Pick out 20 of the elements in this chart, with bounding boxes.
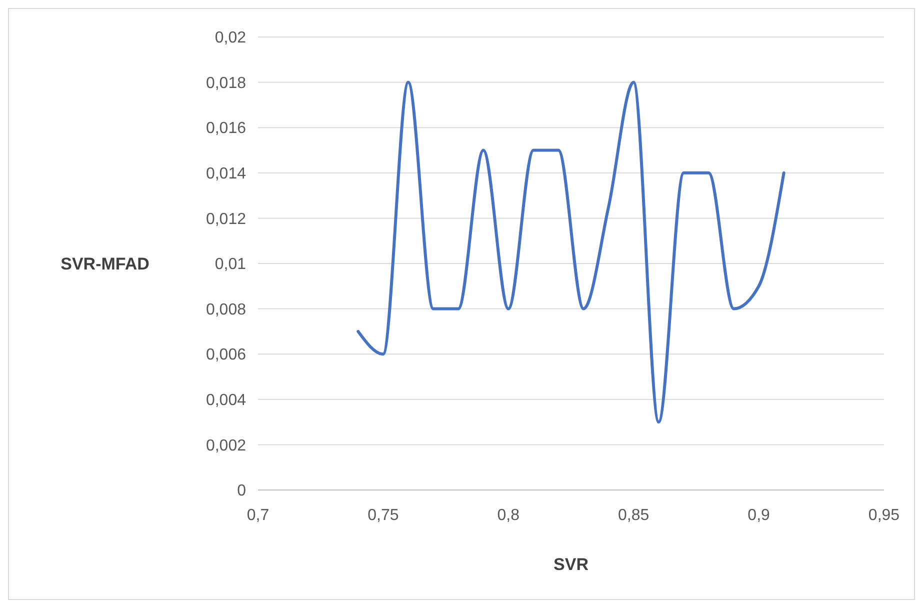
x-tick-label: 0,75 xyxy=(368,507,399,524)
y-tick-label: 0,006 xyxy=(206,346,246,364)
x-axis-title: SVR xyxy=(554,555,588,574)
x-tick-label: 0,7 xyxy=(246,507,270,524)
y-tick-label: 0,02 xyxy=(214,30,246,47)
x-tick-label: 0,85 xyxy=(618,507,650,524)
y-tick-label: 0,018 xyxy=(206,74,246,92)
y-tick-label: 0,008 xyxy=(206,301,246,318)
y-tick-label: 0 xyxy=(237,482,246,500)
y-tick-label: 0,016 xyxy=(206,120,246,138)
y-tick-label: 0,004 xyxy=(206,392,246,409)
y-tick-label: 0,002 xyxy=(206,437,246,454)
x-tick-label: 0,95 xyxy=(868,507,900,524)
y-axis-title: SVR-MFAD xyxy=(60,254,150,274)
y-tick-label: 0,014 xyxy=(206,166,246,182)
x-tick-label: 0,9 xyxy=(748,507,770,524)
x-tick-label: 0,8 xyxy=(497,507,520,524)
y-tick-label: 0,012 xyxy=(206,210,246,228)
y-tick-label: 0,01 xyxy=(214,256,246,274)
line-series xyxy=(356,80,786,424)
